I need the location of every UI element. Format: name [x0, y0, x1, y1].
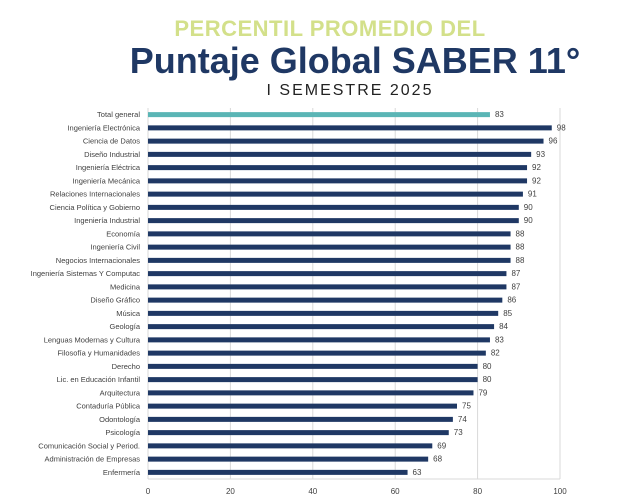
data-label: 87 — [511, 269, 520, 278]
data-label: 87 — [511, 282, 520, 291]
x-tick-label: 40 — [308, 487, 317, 496]
data-label: 88 — [516, 229, 525, 238]
bar — [148, 178, 528, 184]
data-label: 82 — [491, 349, 500, 358]
category-label: Arquitectura — [100, 388, 141, 397]
category-label: Ingeniería Eléctrica — [76, 163, 141, 172]
data-label: 79 — [478, 388, 487, 397]
category-label: Derecho — [112, 362, 140, 371]
bar — [148, 257, 511, 263]
bar — [148, 271, 507, 277]
category-label: Medicina — [110, 282, 141, 291]
data-label: 69 — [437, 441, 446, 450]
bar — [148, 469, 408, 475]
bar — [148, 204, 519, 210]
category-label: Ingeniería Electrónica — [67, 123, 140, 132]
bar — [148, 151, 532, 157]
category-label: Lenguas Modernas y Cultura — [44, 335, 141, 344]
bar — [148, 324, 495, 330]
category-label: Psicología — [105, 428, 140, 437]
bar — [148, 430, 449, 436]
x-tick-label: 20 — [226, 487, 235, 496]
category-label: Comunicación Social y Period. — [38, 441, 140, 450]
chart-subtitle: I SEMESTRE 2025 — [266, 82, 434, 99]
category-label: Ciencia Política y Gobierno — [50, 203, 140, 212]
category-label: Enfermería — [103, 468, 141, 477]
category-label: Geología — [110, 322, 141, 331]
data-label: 63 — [413, 468, 422, 477]
category-label: Administración de Empresas — [45, 455, 141, 464]
category-label: Ingeniería Civil — [90, 243, 140, 252]
category-label: Música — [116, 309, 141, 318]
category-label: Total general — [97, 110, 140, 119]
data-label: 88 — [516, 243, 525, 252]
bar — [148, 337, 490, 343]
data-label: 90 — [524, 203, 533, 212]
category-label: Relaciones Internacionales — [50, 190, 140, 199]
category-label: Negocios Internacionales — [56, 256, 140, 265]
data-label: 74 — [458, 415, 467, 424]
bar — [148, 363, 478, 369]
category-label: Diseño Gráfico — [90, 296, 140, 305]
x-tick-label: 80 — [473, 487, 482, 496]
data-label: 83 — [495, 110, 504, 119]
bar — [148, 443, 433, 449]
bar — [148, 284, 507, 290]
x-tick-label: 60 — [391, 487, 400, 496]
category-label: Diseño Industrial — [84, 150, 140, 159]
bar — [148, 138, 544, 144]
category-label: Filosofía y Humanidades — [57, 349, 140, 358]
data-label: 83 — [495, 335, 504, 344]
data-label: 80 — [483, 375, 492, 384]
data-label: 75 — [462, 402, 471, 411]
data-label: 68 — [433, 455, 442, 464]
category-label: Lic. en Educación Infantil — [57, 375, 141, 384]
data-label: 85 — [503, 309, 512, 318]
x-tick-label: 100 — [553, 487, 567, 496]
bar — [148, 310, 499, 316]
data-label: 91 — [528, 190, 537, 199]
data-label: 90 — [524, 216, 533, 225]
bar — [148, 377, 478, 383]
category-label: Ciencia de Datos — [83, 137, 140, 146]
x-tick-label: 0 — [146, 487, 151, 496]
bar — [148, 390, 474, 396]
bar — [148, 456, 429, 462]
chart-title-line1: PERCENTIL PROMEDIO DEL — [174, 16, 486, 41]
bar — [148, 416, 453, 422]
category-label: Odontología — [99, 415, 141, 424]
data-label: 92 — [532, 163, 541, 172]
data-label: 92 — [532, 176, 541, 185]
category-label: Contaduría Pública — [76, 402, 141, 411]
data-label: 98 — [557, 123, 566, 132]
data-label: 96 — [549, 137, 558, 146]
data-label: 73 — [454, 428, 463, 437]
category-label: Ingeniería Mecánica — [72, 176, 140, 185]
data-label: 80 — [483, 362, 492, 371]
bar — [148, 125, 552, 131]
data-label: 86 — [507, 296, 516, 305]
data-label: 84 — [499, 322, 508, 331]
data-label: 88 — [516, 256, 525, 265]
category-label: Ingeniería Sistemas Y Computac — [31, 269, 141, 278]
category-label: Ingeniería Industrial — [74, 216, 140, 225]
chart-title-line2: Puntaje Global SABER 11° — [129, 40, 581, 81]
bar — [148, 403, 457, 409]
bar — [148, 191, 523, 197]
bar — [148, 112, 490, 118]
data-label: 93 — [536, 150, 545, 159]
bar — [148, 244, 511, 250]
bar — [148, 297, 503, 303]
bar — [148, 350, 486, 356]
bar — [148, 218, 519, 224]
bar — [148, 165, 528, 171]
category-label: Economía — [106, 229, 141, 238]
bar — [148, 231, 511, 237]
